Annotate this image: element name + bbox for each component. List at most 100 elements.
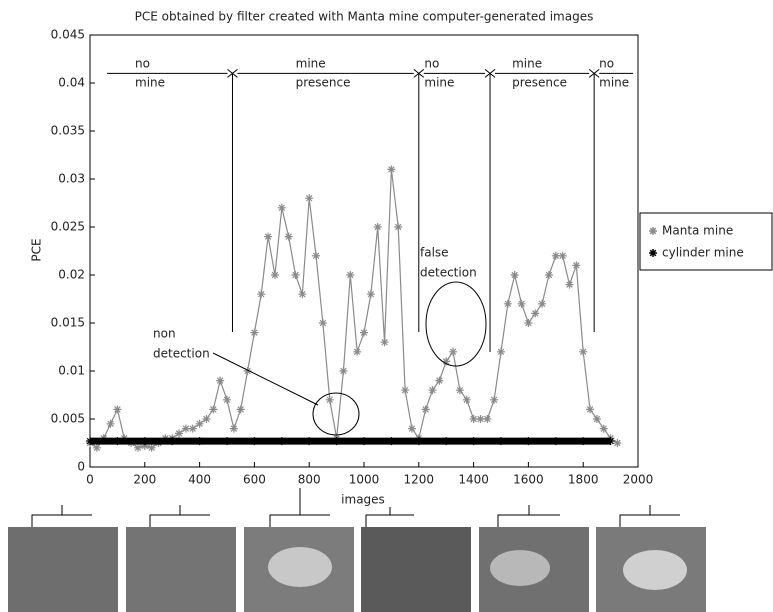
x-tick-label: 1600 bbox=[513, 473, 544, 487]
series-marker bbox=[140, 437, 149, 446]
series-marker bbox=[579, 437, 588, 446]
non-detection-label: detection bbox=[153, 347, 210, 361]
series-marker bbox=[442, 357, 451, 366]
series-marker bbox=[270, 271, 279, 279]
region-bracket bbox=[107, 69, 234, 78]
y-axis-label: PCE bbox=[30, 238, 44, 261]
region-label: no bbox=[135, 57, 150, 71]
region-label: mine bbox=[296, 57, 326, 71]
region-bracket bbox=[593, 69, 633, 78]
x-tick-label: 1800 bbox=[568, 473, 599, 487]
series-marker bbox=[168, 437, 177, 446]
series-marker bbox=[469, 415, 478, 423]
thumbnail bbox=[126, 527, 236, 612]
series-marker bbox=[195, 437, 204, 446]
series-marker bbox=[223, 437, 231, 446]
y-tick-label: 0 bbox=[77, 460, 85, 474]
region-label: no bbox=[599, 57, 614, 71]
series-marker bbox=[318, 319, 327, 327]
legend-label: cylinder mine bbox=[662, 246, 744, 260]
series-marker bbox=[202, 415, 211, 423]
region-label: no bbox=[424, 57, 439, 71]
series-marker bbox=[544, 271, 553, 279]
thumbnail bbox=[361, 527, 471, 612]
series-marker bbox=[332, 437, 341, 446]
series-marker bbox=[462, 395, 471, 404]
series-marker bbox=[401, 386, 410, 395]
series-marker bbox=[449, 347, 458, 356]
series-marker bbox=[503, 299, 512, 308]
legend-label: Manta mine bbox=[662, 224, 733, 238]
series-marker bbox=[442, 437, 451, 446]
region-label: mine bbox=[424, 76, 454, 90]
series-marker bbox=[428, 386, 437, 395]
series-marker bbox=[599, 424, 608, 433]
series-marker bbox=[236, 405, 245, 414]
series-marker bbox=[524, 319, 533, 327]
x-tick-label: 0 bbox=[86, 473, 94, 487]
series-marker bbox=[106, 419, 115, 428]
series-marker bbox=[524, 437, 533, 446]
series-marker bbox=[421, 405, 430, 414]
false-detection-label: false bbox=[420, 246, 449, 260]
series-marker bbox=[483, 415, 492, 423]
series-marker bbox=[572, 261, 581, 270]
series-marker bbox=[291, 271, 300, 279]
series-marker bbox=[92, 443, 101, 452]
series-marker bbox=[257, 290, 266, 299]
x-tick-label: 1200 bbox=[404, 473, 435, 487]
series-marker bbox=[469, 437, 478, 446]
legend-marker bbox=[649, 227, 657, 235]
y-tick-label: 0.04 bbox=[58, 76, 85, 90]
series-marker bbox=[277, 437, 286, 446]
series-marker bbox=[147, 443, 156, 452]
series-marker bbox=[339, 367, 348, 375]
legend-marker bbox=[649, 249, 657, 257]
series-marker bbox=[517, 299, 526, 308]
series-marker bbox=[298, 290, 307, 299]
region-label: mine bbox=[135, 76, 165, 90]
series-marker bbox=[366, 290, 375, 299]
series-marker bbox=[209, 405, 218, 414]
series-marker bbox=[243, 367, 252, 375]
series-marker bbox=[497, 347, 505, 356]
series-marker bbox=[223, 395, 231, 404]
legend-box bbox=[639, 212, 773, 271]
series-marker bbox=[264, 232, 273, 241]
x-tick-label: 800 bbox=[298, 473, 321, 487]
y-tick-label: 0.01 bbox=[58, 364, 85, 378]
y-tick-label: 0.02 bbox=[58, 268, 85, 282]
series-marker bbox=[305, 194, 314, 203]
region-label: presence bbox=[296, 76, 351, 90]
thumbnail-object bbox=[268, 547, 332, 587]
series-marker bbox=[497, 437, 505, 446]
x-tick-label: 1400 bbox=[458, 473, 489, 487]
series-marker bbox=[531, 309, 540, 318]
series-marker bbox=[414, 437, 423, 446]
series-marker bbox=[373, 223, 382, 231]
series-marker bbox=[229, 424, 238, 433]
non-detection-label: non bbox=[153, 327, 176, 341]
series-marker bbox=[175, 429, 184, 438]
series-marker bbox=[476, 415, 485, 423]
series-marker bbox=[613, 439, 622, 447]
series-marker bbox=[538, 299, 547, 308]
series-marker bbox=[113, 405, 122, 414]
y-tick-label: 0.03 bbox=[58, 172, 85, 186]
y-tick-label: 0.005 bbox=[51, 412, 85, 426]
series-marker bbox=[325, 395, 334, 404]
thumbnails bbox=[8, 488, 706, 612]
x-tick-label: 1000 bbox=[349, 473, 380, 487]
series-marker bbox=[435, 376, 444, 385]
series-marker bbox=[592, 415, 601, 423]
plot-frame bbox=[89, 34, 639, 468]
series-marker bbox=[579, 347, 588, 356]
false-detection-label: detection bbox=[420, 266, 477, 280]
series-marker bbox=[250, 437, 259, 446]
region-label: presence bbox=[512, 76, 567, 90]
series-marker bbox=[277, 203, 286, 212]
series-marker bbox=[216, 376, 225, 385]
y-tick-label: 0.035 bbox=[51, 124, 85, 138]
series-marker bbox=[565, 280, 574, 289]
region-label: mine bbox=[599, 76, 629, 90]
